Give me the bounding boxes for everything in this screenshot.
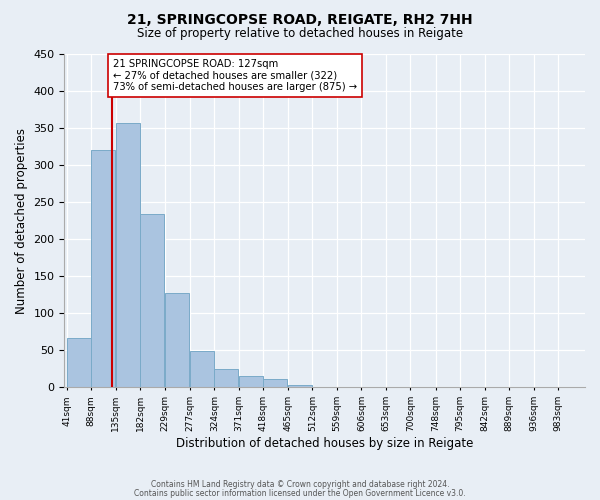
- Bar: [533, 386, 557, 388]
- Bar: [288, 385, 312, 388]
- Bar: [239, 376, 263, 388]
- Bar: [214, 369, 238, 388]
- Bar: [140, 214, 164, 388]
- Bar: [165, 294, 189, 388]
- Bar: [116, 123, 140, 388]
- Y-axis label: Number of detached properties: Number of detached properties: [15, 128, 28, 314]
- Text: Contains public sector information licensed under the Open Government Licence v3: Contains public sector information licen…: [134, 488, 466, 498]
- Text: Size of property relative to detached houses in Reigate: Size of property relative to detached ho…: [137, 28, 463, 40]
- Bar: [263, 380, 287, 388]
- Text: 21, SPRINGCOPSE ROAD, REIGATE, RH2 7HH: 21, SPRINGCOPSE ROAD, REIGATE, RH2 7HH: [127, 12, 473, 26]
- Bar: [190, 351, 214, 388]
- Bar: [67, 338, 91, 388]
- Bar: [485, 386, 509, 388]
- Text: Contains HM Land Registry data © Crown copyright and database right 2024.: Contains HM Land Registry data © Crown c…: [151, 480, 449, 489]
- Bar: [91, 150, 115, 388]
- X-axis label: Distribution of detached houses by size in Reigate: Distribution of detached houses by size …: [176, 437, 473, 450]
- Bar: [337, 386, 361, 388]
- Text: 21 SPRINGCOPSE ROAD: 127sqm
← 27% of detached houses are smaller (322)
73% of se: 21 SPRINGCOPSE ROAD: 127sqm ← 27% of det…: [113, 59, 357, 92]
